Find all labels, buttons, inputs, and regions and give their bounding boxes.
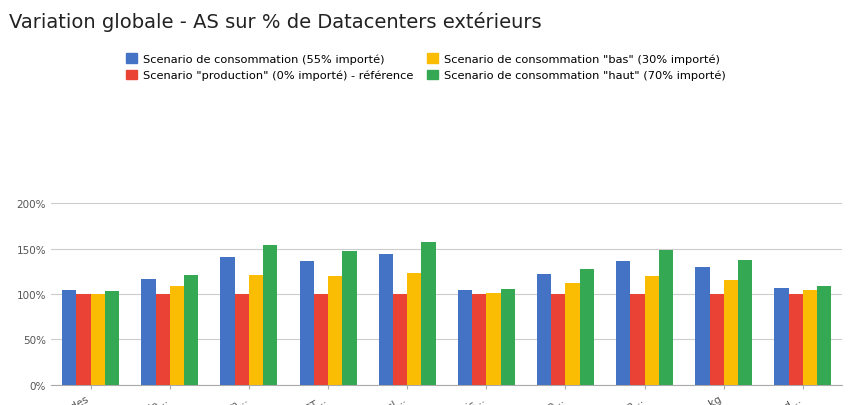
- Bar: [774, 288, 789, 385]
- Bar: [156, 294, 170, 385]
- Legend: Scenario de consommation (55% importé), Scenario "production" (0% importé) - réf: Scenario de consommation (55% importé), …: [125, 54, 726, 81]
- Bar: [500, 289, 515, 385]
- Bar: [616, 261, 631, 385]
- Bar: [220, 257, 235, 385]
- Bar: [263, 245, 277, 385]
- Bar: [458, 290, 472, 385]
- Bar: [105, 292, 119, 385]
- Bar: [408, 273, 421, 385]
- Bar: [90, 294, 105, 385]
- Bar: [631, 294, 645, 385]
- Bar: [235, 294, 249, 385]
- Bar: [580, 269, 594, 385]
- Bar: [645, 276, 659, 385]
- Bar: [170, 286, 184, 385]
- Bar: [342, 252, 357, 385]
- Bar: [565, 284, 580, 385]
- Bar: [141, 279, 156, 385]
- Bar: [817, 286, 831, 385]
- Bar: [803, 291, 817, 385]
- Bar: [184, 275, 198, 385]
- Bar: [62, 291, 77, 385]
- Bar: [789, 294, 803, 385]
- Bar: [659, 250, 673, 385]
- Bar: [710, 294, 723, 385]
- Bar: [537, 275, 551, 385]
- Bar: [249, 275, 263, 385]
- Bar: [300, 262, 314, 385]
- Bar: [551, 294, 565, 385]
- Bar: [421, 243, 436, 385]
- Bar: [487, 294, 500, 385]
- Bar: [379, 255, 393, 385]
- Bar: [472, 294, 487, 385]
- Bar: [738, 260, 752, 385]
- Bar: [393, 294, 408, 385]
- Bar: [328, 276, 342, 385]
- Bar: [314, 294, 328, 385]
- Bar: [723, 281, 738, 385]
- Bar: [695, 267, 710, 385]
- Bar: [77, 294, 90, 385]
- Text: Variation globale - AS sur % de Datacenters extérieurs: Variation globale - AS sur % de Datacent…: [9, 12, 541, 32]
